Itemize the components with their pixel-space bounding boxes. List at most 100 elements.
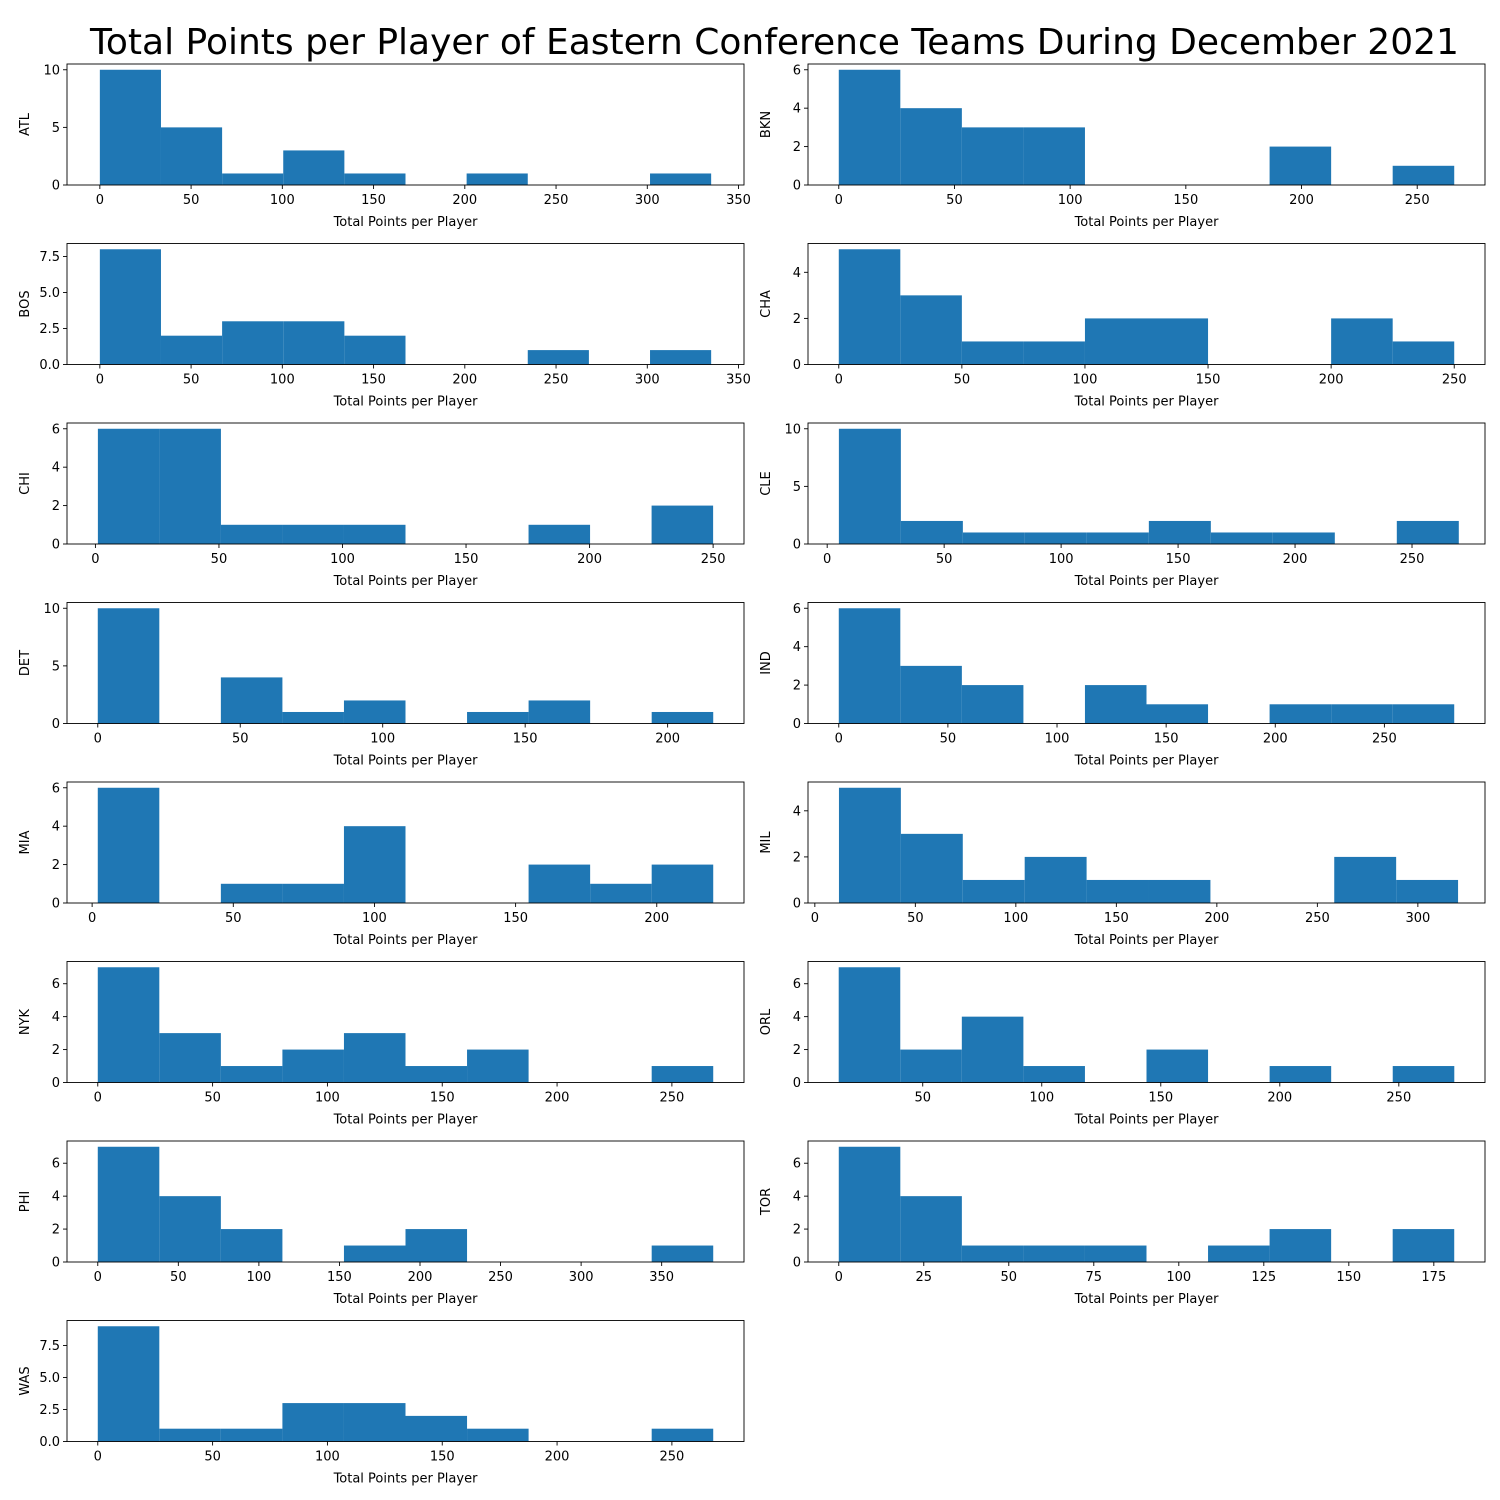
x-axis-label: Total Points per Player [333,215,479,230]
y-axis-label: IND [759,651,774,675]
y-tick-label: 4 [52,820,60,835]
x-tick-label: 250 [701,552,726,567]
x-tick-label: 0 [96,373,104,388]
x-tick-label: 150 [1166,552,1191,567]
y-tick-label: 0 [52,897,60,912]
histogram-bar [220,883,283,903]
histogram-bar [1269,1066,1332,1083]
histogram-bar [900,295,962,365]
x-axis-label: Total Points per Player [1074,933,1220,948]
y-tick-label: 10 [43,63,60,78]
histogram-bar [651,1245,714,1262]
axes-frame [66,422,745,545]
histogram-bar [1146,1049,1209,1083]
y-tick-label: 2 [52,858,60,873]
y-tick-label: 0 [793,717,801,732]
axes-frame [807,243,1486,365]
x-tick-label: 100 [315,1091,340,1106]
histogram-bar [282,1049,344,1083]
x-tick-label: 0 [94,1450,102,1465]
histogram-bar [961,685,1024,724]
x-tick-label: 200 [1204,911,1229,926]
axes-frame [807,422,1486,545]
histogram-bar [343,1033,406,1083]
y-axis-label: DET [18,650,33,676]
x-tick-label: 200 [655,732,680,747]
x-tick-label: 0 [835,732,843,747]
x-tick-label: 50 [204,1091,221,1106]
y-axis-label: MIA [18,830,33,854]
x-tick-label: 100 [330,552,355,567]
y-tick-label: 6 [793,1157,801,1172]
x-tick-label: 150 [503,911,528,926]
histogram-chi: 0 50 100 150 200 250 0 2 4 6 Total Points per Play… [18,422,745,589]
histogram-bar [222,321,284,365]
x-tick-label: 0 [94,732,102,747]
x-axis-label: Total Points per Player [1074,215,1220,230]
x-tick-label: 150 [513,732,538,747]
x-tick-label: 150 [327,1270,352,1285]
histogram-bar [528,700,591,724]
x-tick-label: 100 [1073,373,1098,388]
histogram-bar [838,1146,901,1262]
x-tick-label: 250 [659,1450,684,1465]
x-tick-label: 75 [1086,1270,1103,1285]
histogram-bar [344,173,406,185]
histogram-phi: 0 50 100 150 200 250 300 350 0 2 4 6 Total Points pe… [18,1140,745,1307]
x-tick-label: 50 [946,193,963,208]
histogram-bar [220,677,283,724]
x-tick-label: 300 [635,373,660,388]
histogram-bar [900,1196,962,1262]
histogram-bar [838,967,901,1083]
axes-frame [807,63,1486,186]
y-tick-label: 0 [793,1076,801,1091]
y-axis-label: PHI [18,1191,33,1212]
histogram-bar [1210,532,1273,544]
y-axis-label: ORL [759,1008,774,1035]
y-tick-label: 0 [52,1076,60,1091]
y-tick-label: 4 [793,266,801,281]
histogram-bkn: 0 50 100 150 200 250 0 2 4 6 Total Points per Play… [759,63,1486,230]
x-tick-label: 200 [452,373,477,388]
y-tick-label: 0.0 [39,1435,60,1450]
histogram-bar [961,1245,1024,1262]
y-tick-label: 6 [52,977,60,992]
x-tick-label: 300 [569,1270,594,1285]
y-tick-label: 2 [793,140,801,155]
x-tick-label: 0 [835,373,843,388]
x-tick-label: 350 [726,193,751,208]
y-tick-label: 0 [793,897,801,912]
x-tick-label: 350 [649,1270,674,1285]
y-tick-label: 7.5 [39,250,60,265]
axes-frame [66,602,745,724]
x-tick-label: 25 [916,1270,933,1285]
x-tick-label: 0 [88,911,96,926]
histogram-bar [97,1146,160,1262]
histogram-bar [650,350,712,365]
histogram-bar [1396,520,1459,544]
x-tick-label: 250 [1372,732,1397,747]
histogram-bar [282,883,344,903]
axes-frame [66,781,745,904]
y-axis-label: TOR [759,1188,774,1216]
histogram-bar [220,1428,283,1442]
x-tick-label: 250 [544,373,569,388]
x-tick-label: 150 [1173,193,1198,208]
y-tick-label: 5.0 [39,1371,60,1386]
x-axis-label: Total Points per Player [333,574,479,589]
x-tick-label: 50 [1001,1270,1018,1285]
x-tick-label: 100 [1045,732,1070,747]
histogram-bar [220,1229,283,1262]
histogram-bar [405,1066,468,1083]
x-tick-label: 200 [1319,373,1344,388]
histogram-bar [159,1428,221,1442]
x-tick-label: 50 [204,1450,221,1465]
histogram-bar [900,1049,962,1083]
y-tick-label: 2.5 [39,1403,60,1418]
histogram-bar [1269,1229,1332,1262]
x-tick-label: 150 [1336,1270,1361,1285]
histogram-bar [1023,127,1085,185]
x-tick-label: 250 [1386,1091,1411,1106]
y-tick-label: 5.0 [39,286,60,301]
